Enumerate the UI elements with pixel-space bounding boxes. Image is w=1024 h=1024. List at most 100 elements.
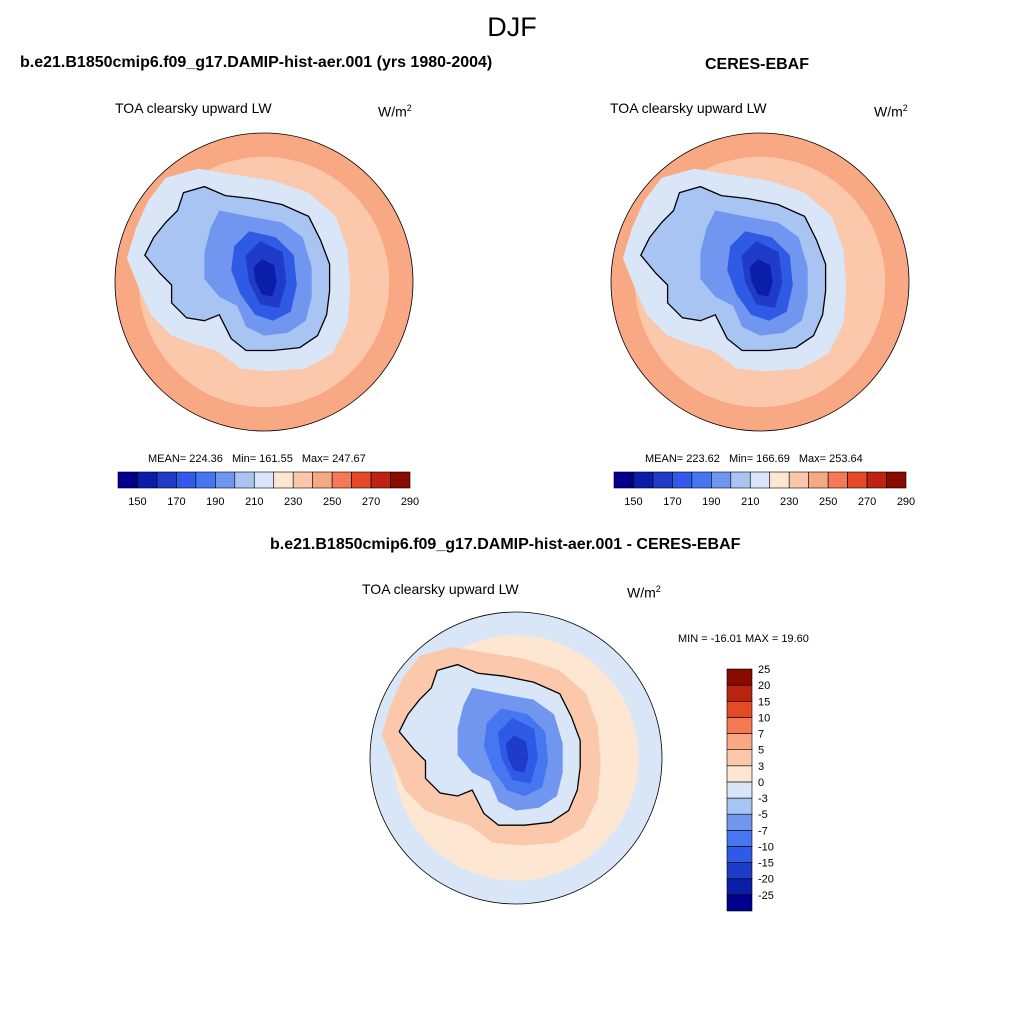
- obs-colorbar-tick: 210: [741, 496, 759, 508]
- model-min: Min= 161.55: [231, 453, 293, 465]
- diff-panel-title: b.e21.B1850cmip6.f09_g17.DAMIP-hist-aer.…: [270, 536, 741, 553]
- obs-colorbar-swatch: [613, 471, 634, 489]
- obs-colorbar-swatch: [749, 471, 771, 489]
- model-colorbar-tick: 230: [284, 496, 302, 508]
- difference-colorbar-tick: -20: [758, 874, 774, 886]
- difference-colorbar-tick: -15: [758, 858, 774, 870]
- obs-stats: MEAN= 223.62 Min= 166.69 Max= 253.64: [645, 453, 869, 465]
- difference-colorbar-tick: -3: [758, 793, 768, 805]
- obs-map-border: [610, 132, 910, 432]
- model-colorbar-tick: 150: [128, 496, 146, 508]
- difference-colorbar-swatch: [726, 797, 753, 815]
- difference-colorbar-swatch: [726, 830, 753, 847]
- obs-colorbar-swatch: [672, 471, 693, 489]
- model-map: [114, 132, 414, 432]
- model-colorbar-swatch: [137, 471, 158, 489]
- difference-colorbar-tick: 10: [758, 712, 770, 724]
- difference-colorbar-swatch: [726, 846, 753, 863]
- obs-colorbar-tick: 250: [819, 496, 837, 508]
- obs-colorbar: 150 170 190 210 230 250 270 290: [613, 471, 915, 508]
- obs-colorbar-swatch: [847, 471, 868, 489]
- difference-colorbar-swatch: [726, 700, 753, 718]
- model-stats: MEAN= 224.36 Min= 161.55 Max= 247.67: [148, 453, 372, 465]
- obs-colorbar-swatch: [711, 471, 732, 489]
- model-coastline: [144, 185, 331, 352]
- diff-variable-label: TOA clearsky upward LW: [362, 581, 519, 597]
- model-plateau-min-region: [253, 259, 277, 297]
- model-units-label: W/m2: [378, 103, 412, 120]
- model-max: Max= 247.67: [301, 453, 366, 465]
- difference-colorbar-tick: -10: [758, 841, 774, 853]
- model-colorbar-swatch: [117, 471, 138, 489]
- model-map-border: [114, 132, 414, 432]
- model-colorbar-swatch: [370, 471, 391, 489]
- model-panel-title: b.e21.B1850cmip6.f09_g17.DAMIP-hist-aer.…: [20, 54, 493, 71]
- model-colorbar-tick: 170: [167, 496, 185, 508]
- model-mean: MEAN= 224.36: [148, 453, 223, 465]
- difference-map: [369, 611, 663, 905]
- difference-colorbar-tick: 15: [758, 696, 770, 708]
- obs-colorbar-swatch: [633, 471, 654, 489]
- difference-colorbar-tick: 20: [758, 680, 770, 692]
- obs-min: Min= 166.69: [728, 453, 790, 465]
- difference-colorbar-swatch: [726, 878, 753, 896]
- model-colorbar-swatch: [390, 471, 411, 489]
- model-colorbar-swatch: [312, 471, 333, 489]
- obs-coastline: [640, 185, 827, 352]
- figure-title: DJF: [487, 12, 537, 42]
- difference-colorbar-tick: -7: [758, 825, 768, 837]
- model-colorbar-swatch: [215, 471, 236, 489]
- difference-colorbar-swatch: [726, 733, 753, 750]
- obs-map: [610, 132, 910, 432]
- obs-colorbar-tick: 190: [702, 496, 720, 508]
- obs-colorbar-swatch: [730, 471, 751, 489]
- model-colorbar-tick: 190: [206, 496, 224, 508]
- obs-plateau-min-region: [749, 259, 773, 297]
- obs-colorbar-tick: 290: [897, 496, 915, 508]
- model-colorbar: 150 170 190 210 230 250 270 290: [117, 471, 419, 508]
- obs-mean: MEAN= 223.62: [645, 453, 720, 465]
- difference-colorbar-swatch: [726, 668, 753, 686]
- difference-colorbar-tick: 3: [758, 761, 764, 773]
- model-colorbar-swatch: [292, 471, 313, 489]
- obs-colorbar-swatch: [827, 471, 848, 489]
- model-colorbar-tick: 290: [401, 496, 419, 508]
- difference-colorbar-swatch: [726, 684, 753, 702]
- model-colorbar-swatch: [253, 471, 275, 489]
- obs-colorbar-swatch: [769, 471, 790, 489]
- model-colorbar-tick: 210: [245, 496, 263, 508]
- difference-colorbar: 25 20 15 10 7 5 3 0 -3 -5 -7 -10 -15 -20 -25: [726, 664, 774, 912]
- obs-colorbar-swatch: [691, 471, 712, 489]
- difference-colorbar-swatch: [726, 813, 753, 831]
- obs-colorbar-swatch: [652, 471, 673, 489]
- model-colorbar-tick: 270: [362, 496, 380, 508]
- difference-colorbar-tick: -25: [758, 890, 774, 902]
- difference-coastline: [398, 663, 581, 826]
- model-colorbar-swatch: [195, 471, 216, 489]
- model-colorbar-swatch: [176, 471, 197, 489]
- obs-colorbar-swatch: [788, 471, 809, 489]
- obs-max: Max= 253.64: [798, 453, 863, 465]
- difference-colorbar-swatch: [726, 717, 753, 734]
- difference-colorbar-tick: 0: [758, 777, 764, 789]
- diff-minmax: MIN = -16.01 MAX = 19.60: [678, 633, 809, 645]
- obs-colorbar-tick: 170: [663, 496, 681, 508]
- difference-colorbar-tick: 25: [758, 664, 770, 676]
- obs-colorbar-swatch: [808, 471, 829, 489]
- obs-colorbar-swatch: [886, 471, 907, 489]
- model-colorbar-swatch: [273, 471, 294, 489]
- model-variable-label: TOA clearsky upward LW: [115, 100, 272, 116]
- difference-colorbar-swatch: [726, 862, 753, 880]
- diff-units-label: W/m2: [627, 584, 661, 601]
- model-colorbar-swatch: [351, 471, 372, 489]
- model-colorbar-tick: 250: [323, 496, 341, 508]
- difference-colorbar-tick: 7: [758, 729, 764, 741]
- model-colorbar-swatch: [331, 471, 352, 489]
- obs-colorbar-tick: 150: [624, 496, 642, 508]
- difference-map-border: [369, 611, 663, 905]
- obs-colorbar-tick: 270: [858, 496, 876, 508]
- model-colorbar-swatch: [234, 471, 255, 489]
- obs-colorbar-tick: 230: [780, 496, 798, 508]
- model-colorbar-swatch: [156, 471, 177, 489]
